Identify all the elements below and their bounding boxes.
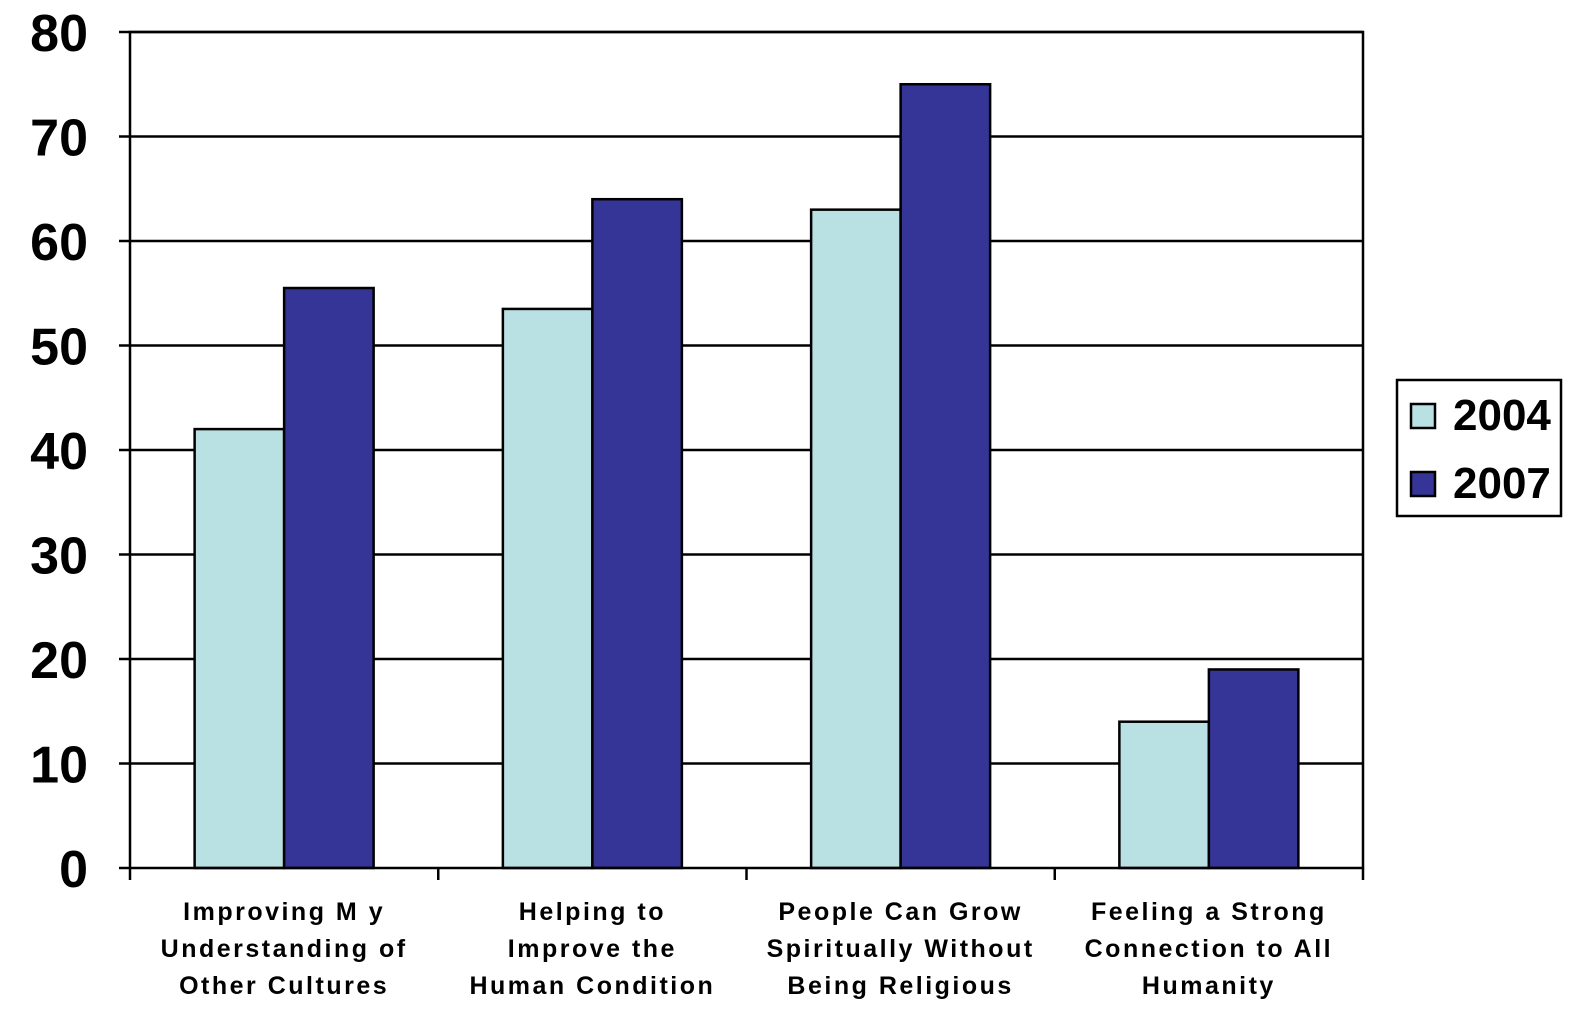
bar-2007-4 (1207, 668, 1300, 870)
bar-2007-3 (899, 83, 992, 870)
bar-2004-2 (501, 307, 594, 870)
y-tick-label-40: 40 (30, 423, 88, 481)
x-category-label-1-line-2: Understanding of (161, 935, 408, 963)
x-category-label-3-line-1: People Can Grow (778, 898, 1022, 926)
y-tick-label-70: 70 (30, 110, 88, 168)
legend: 2004 2007 (1395, 378, 1563, 518)
y-tick-label-20: 20 (30, 632, 88, 690)
y-tick-label-0: 0 (59, 841, 88, 899)
x-category-label-4-line-3: Humanity (1142, 972, 1276, 1000)
x-category-label-1-line-3: Other Cultures (179, 972, 389, 1000)
legend-label-2007: 2007 (1453, 459, 1551, 508)
bars (193, 83, 1300, 870)
bar-2007-2 (591, 197, 684, 870)
bar-2004-3 (809, 208, 902, 870)
bar-2004-4 (1118, 720, 1211, 870)
legend-swatch-2004 (1409, 402, 1437, 430)
y-tick-label-80: 80 (30, 5, 88, 63)
y-tick-label-50: 50 (30, 319, 88, 377)
y-axis-tick-labels: 0 10 20 30 40 50 60 70 80 (30, 5, 88, 899)
y-tick-label-60: 60 (30, 214, 88, 272)
y-tick-label-30: 30 (30, 528, 88, 586)
x-category-label-2-line-2: Improve the (508, 935, 677, 963)
legend-swatch-2007 (1409, 470, 1437, 498)
bar-2007-1 (282, 286, 375, 870)
bar-2004-1 (193, 427, 286, 870)
x-axis-category-labels: Improving M y Understanding of Other Cultu… (161, 898, 1334, 1000)
x-category-label-3-line-2: Spiritually Without (767, 935, 1035, 963)
x-category-label-2-line-1: Helping to (519, 898, 666, 926)
x-category-label-4-line-1: Feeling a Strong (1091, 898, 1327, 926)
axes (119, 30, 1365, 880)
x-category-label-2-line-3: Human Condition (469, 972, 715, 1000)
legend-label-2004: 2004 (1453, 391, 1551, 440)
x-category-label-4-line-2: Connection to All (1085, 935, 1334, 963)
y-tick-label-10: 10 (30, 737, 88, 795)
x-category-label-1-line-1: Improving M y (183, 898, 385, 926)
x-category-label-3-line-3: Being Religious (787, 972, 1013, 1000)
